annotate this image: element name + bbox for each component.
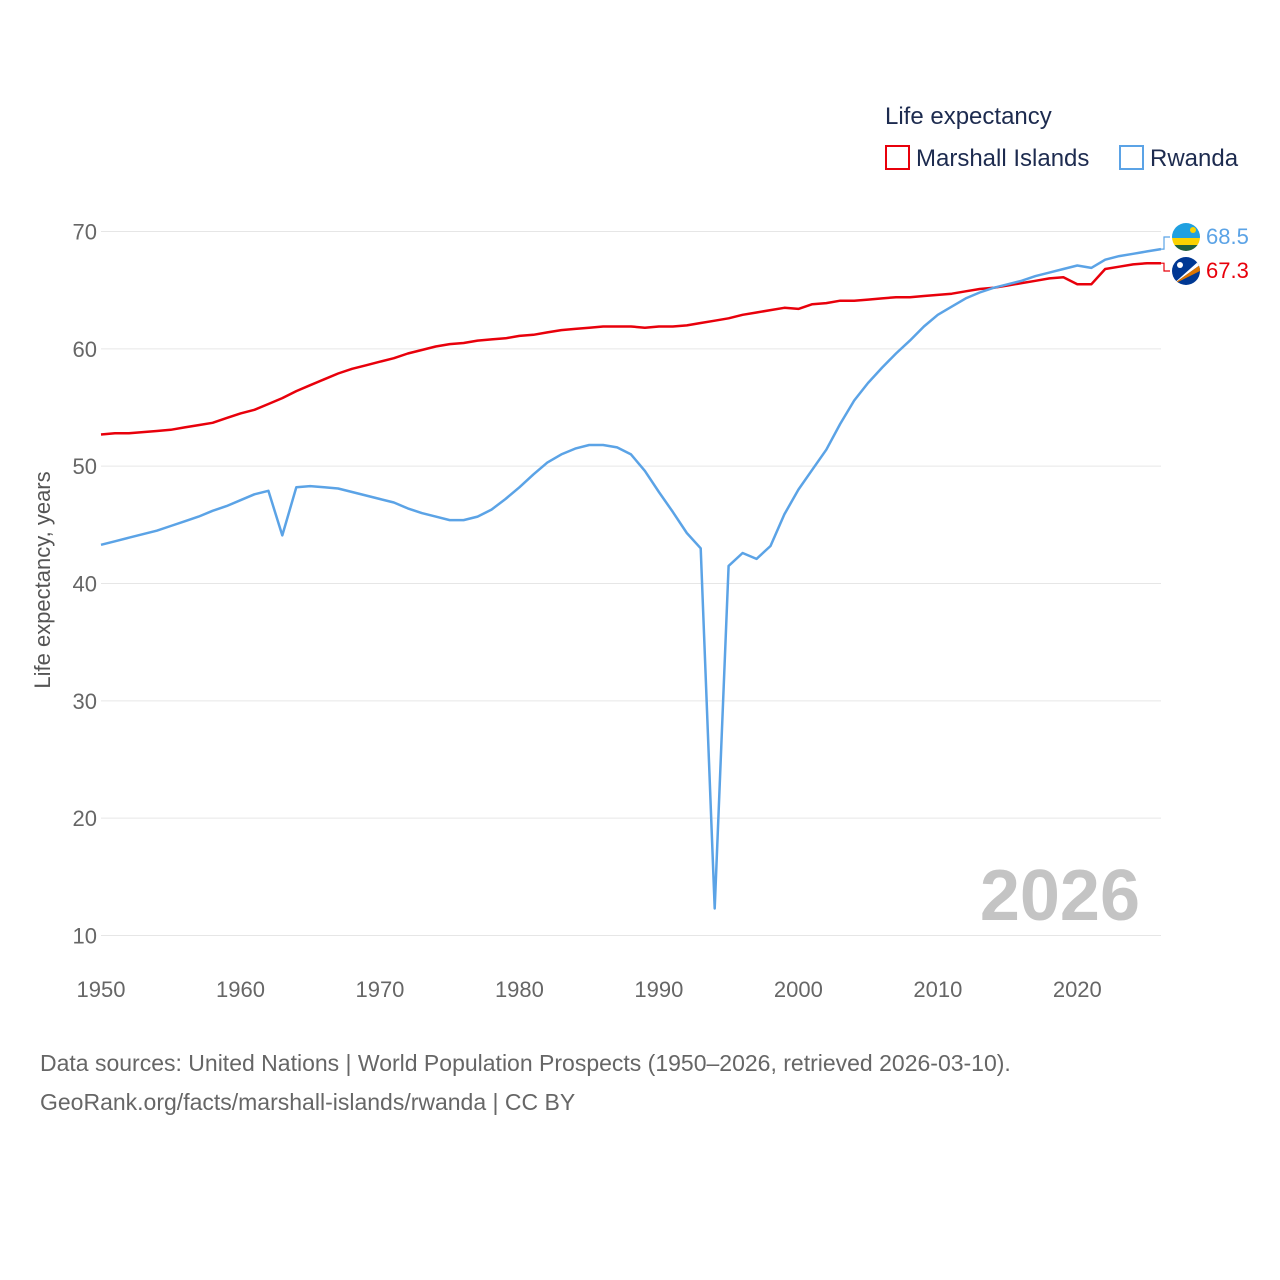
y-tick-label: 10 xyxy=(73,924,97,949)
legend-item-rwanda[interactable]: Rwanda xyxy=(1119,145,1239,172)
footer: Data sources: United Nations | World Pop… xyxy=(40,1044,1240,1122)
attribution-text: GeoRank.org/facts/marshall-islands/rwand… xyxy=(40,1089,576,1115)
end-label-connector xyxy=(1161,236,1170,250)
end-labels: 68.5 67.3 xyxy=(1161,223,1249,285)
x-tick-label: 1960 xyxy=(216,977,265,1002)
y-tick-label: 50 xyxy=(73,454,97,479)
x-tick-label: 1950 xyxy=(77,977,126,1002)
life-expectancy-chart: 10 20 30 40 50 60 70 1950 1960 1970 1980 1990 2000 2… xyxy=(30,103,1249,1002)
legend-label-marshall-islands: Marshall Islands xyxy=(916,145,1089,172)
y-tick-label: 70 xyxy=(73,220,97,245)
y-tick-label: 60 xyxy=(73,337,97,362)
rwanda-flag-icon xyxy=(1172,223,1200,251)
legend[interactable]: Life expectancy Marshall Islands Rwanda xyxy=(885,103,1239,172)
series-line-marshall-islands xyxy=(100,261,1161,436)
y-tick-label: 40 xyxy=(73,572,97,597)
rwanda-end-label: 68.5 xyxy=(1206,224,1249,249)
x-tick-label: 1980 xyxy=(495,977,544,1002)
legend-swatch-rwanda xyxy=(1119,145,1144,170)
y-tick-label: 30 xyxy=(73,689,97,714)
data-source-text: Data sources: United Nations | World Pop… xyxy=(40,1050,1011,1076)
marshall-islands-end-label: 67.3 xyxy=(1206,258,1249,283)
y-axis-title: Life expectancy, years xyxy=(30,471,55,688)
legend-item-marshall-islands[interactable]: Marshall Islands xyxy=(885,145,1089,172)
x-tick-label: 2000 xyxy=(774,977,823,1002)
series-lines xyxy=(100,247,1162,910)
year-watermark: 2026 xyxy=(980,856,1140,936)
x-tick-label: 2010 xyxy=(913,977,962,1002)
legend-label-rwanda: Rwanda xyxy=(1150,145,1239,172)
x-axis-ticks: 1950 1960 1970 1980 1990 2000 2010 2020 xyxy=(77,977,1102,1002)
legend-swatch-marshall-islands xyxy=(885,145,910,170)
grid-lines xyxy=(101,231,1161,936)
y-tick-label: 20 xyxy=(73,806,97,831)
series-line-rwanda xyxy=(100,247,1162,910)
x-tick-label: 1970 xyxy=(355,977,404,1002)
marshall-islands-flag-icon xyxy=(1172,257,1200,285)
x-tick-label: 1990 xyxy=(634,977,683,1002)
x-tick-label: 2020 xyxy=(1053,977,1102,1002)
legend-title: Life expectancy xyxy=(885,103,1052,130)
end-label-connector xyxy=(1161,262,1170,272)
y-axis-ticks: 10 20 30 40 50 60 70 xyxy=(73,220,97,949)
